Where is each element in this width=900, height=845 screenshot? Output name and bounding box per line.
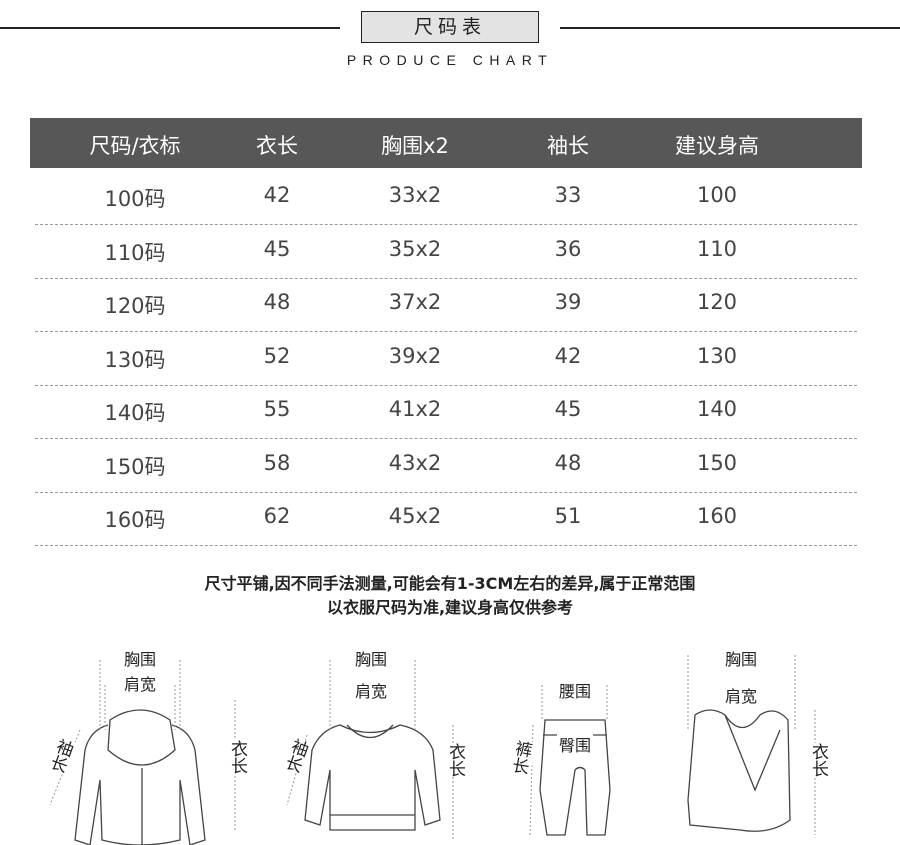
cell-height: 110 [696, 236, 738, 261]
table-row: 160码 62 45x2 51 160 [35, 492, 857, 546]
column-header-size: 尺码/衣标 [89, 134, 181, 158]
sweater-chest-label: 胸围 [353, 646, 390, 670]
table-row: 110码 45 35x2 36 110 [35, 225, 857, 279]
pants-hip-label: 臀围 [557, 732, 594, 756]
jacket-chest-label: 胸围 [122, 646, 159, 670]
jacket-diagram: 胸围 肩宽 袖长 衣长 [30, 640, 260, 845]
cell-length: 42 [263, 183, 291, 207]
cell-length: 48 [263, 290, 291, 314]
column-header-chest: 胸围x2 [381, 134, 449, 158]
sweater-diagram: 胸围 肩宽 袖长 衣长 [275, 640, 475, 840]
table-row: 130码 52 39x2 42 130 [35, 332, 857, 386]
vest-length-label: 衣长 [806, 743, 831, 777]
cell-height: 160 [696, 504, 738, 528]
cell-size: 140码 [104, 401, 166, 425]
sweater-length-label: 衣长 [443, 743, 468, 777]
vest-diagram: 胸围 肩宽 衣长 [680, 640, 840, 840]
cell-sleeve: 42 [554, 343, 582, 368]
column-header-length: 衣长 [256, 134, 298, 158]
cell-size: 110码 [104, 240, 166, 265]
vest-outline-icon [687, 655, 816, 835]
cell-length: 45 [263, 236, 291, 261]
cell-height: 120 [696, 290, 738, 314]
pants-diagram: 腰围 臀围 裤长 [505, 640, 655, 840]
table-row: 140码 55 41x2 45 140 [35, 385, 857, 439]
cell-height: 130 [696, 343, 738, 368]
column-header-height: 建议身高 [675, 134, 759, 158]
title-rule-left [0, 27, 340, 29]
cell-size: 130码 [104, 347, 166, 372]
cell-sleeve: 39 [554, 290, 582, 314]
cell-height: 140 [696, 397, 738, 421]
cell-size: 160码 [104, 508, 166, 532]
column-header-sleeve: 袖长 [547, 134, 589, 158]
vest-chest-label: 胸围 [723, 646, 760, 670]
cell-length: 55 [263, 397, 291, 421]
page-subtitle: PRODUCE CHART [346, 52, 554, 68]
page-title: 尺码表 [361, 11, 539, 43]
table-row: 100码 42 33x2 33 100 [35, 171, 857, 225]
cell-chest: 37x2 [388, 290, 442, 314]
cell-height: 100 [696, 183, 738, 207]
cell-sleeve: 51 [554, 504, 582, 528]
cell-length: 62 [263, 504, 291, 528]
measurement-note: 尺寸平铺,因不同手法测量,可能会有1-3CM左右的差异,属于正常范围 [204, 574, 696, 593]
title-rule-right [560, 27, 900, 29]
cell-length: 52 [263, 343, 291, 368]
cell-height: 150 [696, 450, 738, 475]
cell-size: 150码 [104, 454, 166, 479]
jacket-shoulder-label: 肩宽 [122, 671, 159, 695]
cell-chest: 33x2 [388, 183, 442, 207]
table-header: 尺码/衣标 衣长 胸围x2 袖长 建议身高 [30, 118, 862, 168]
cell-chest: 35x2 [388, 236, 442, 261]
cell-size: 120码 [104, 294, 166, 318]
reference-note: 以衣服尺码为准,建议身高仅供参考 [326, 598, 574, 617]
cell-chest: 41x2 [388, 397, 442, 421]
cell-sleeve: 45 [554, 397, 582, 421]
jacket-length-label: 衣长 [225, 740, 250, 774]
cell-sleeve: 33 [554, 183, 582, 207]
cell-chest: 45x2 [388, 504, 442, 528]
cell-chest: 43x2 [388, 450, 442, 475]
table-row: 120码 48 37x2 39 120 [35, 278, 857, 332]
vest-shoulder-label: 肩宽 [723, 683, 760, 707]
sweater-shoulder-label: 肩宽 [353, 678, 390, 702]
pants-waist-label: 腰围 [557, 678, 594, 702]
cell-length: 58 [263, 450, 291, 475]
cell-sleeve: 48 [554, 450, 582, 475]
table-row: 150码 58 43x2 48 150 [35, 439, 857, 493]
cell-chest: 39x2 [388, 343, 442, 368]
cell-size: 100码 [104, 187, 166, 211]
cell-sleeve: 36 [554, 236, 582, 261]
